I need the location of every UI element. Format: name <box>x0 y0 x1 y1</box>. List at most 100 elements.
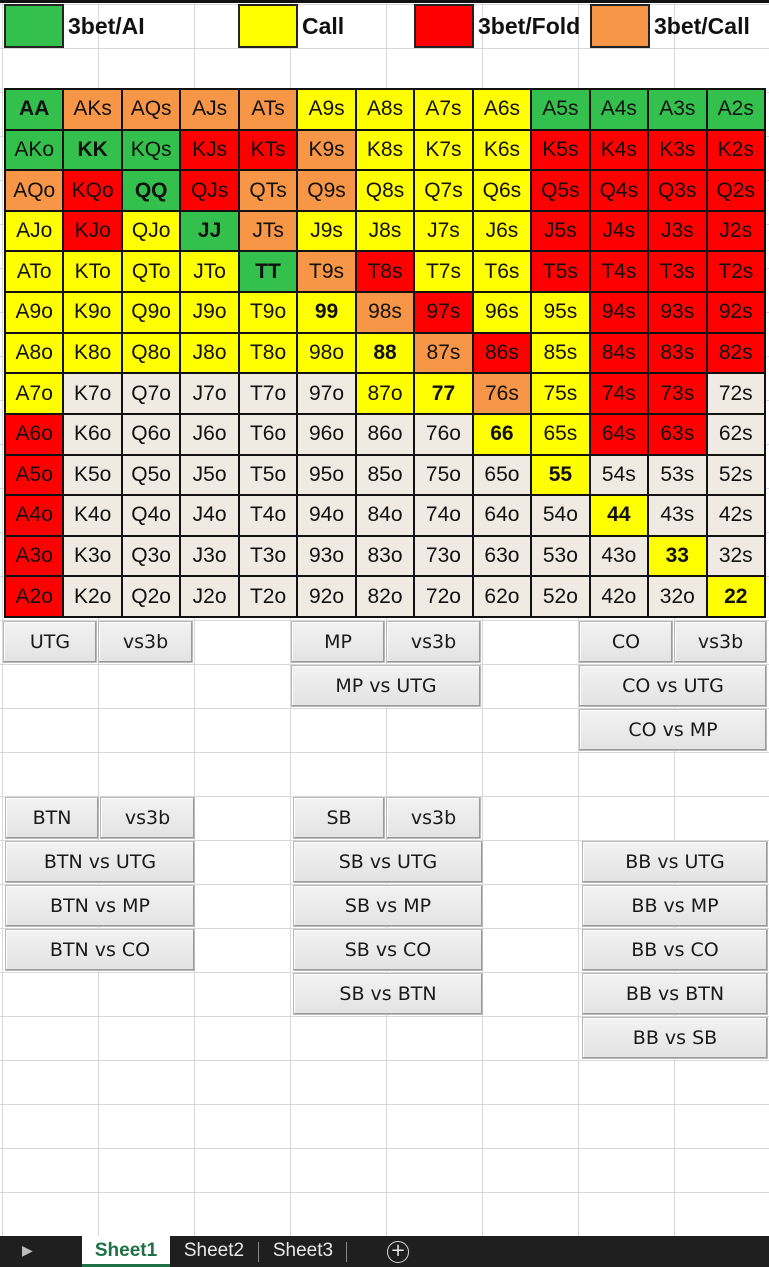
hand-cell-82o[interactable]: 82o <box>356 577 414 616</box>
hand-cell-a6o[interactable]: A6o <box>6 414 63 454</box>
hand-cell-82s[interactable]: 82s <box>707 333 764 373</box>
hand-cell-t7o[interactable]: T7o <box>239 374 297 413</box>
hand-cell-84s[interactable]: 84s <box>590 333 648 373</box>
hand-cell-a9o[interactable]: A9o <box>6 293 63 332</box>
hand-cell-kqs[interactable]: KQs <box>122 130 180 170</box>
hand-cell-52o[interactable]: 52o <box>532 577 589 616</box>
sb-vs-co-button[interactable]: SB vs CO <box>293 929 483 971</box>
hand-cell-t4s[interactable]: T4s <box>590 252 648 292</box>
hand-cell-kts[interactable]: KTs <box>239 130 297 170</box>
btn-button[interactable]: BTN <box>5 797 99 839</box>
hand-cell-ajo[interactable]: AJo <box>6 211 63 251</box>
hand-cell-a3s[interactable]: A3s <box>649 90 706 129</box>
hand-cell-t2s[interactable]: T2s <box>707 252 764 292</box>
hand-cell-a9s[interactable]: A9s <box>298 90 355 129</box>
hand-cell-j3s[interactable]: J3s <box>649 211 706 251</box>
hand-cell-t6s[interactable]: T6s <box>473 252 531 292</box>
hand-cell-k9s[interactable]: K9s <box>298 130 355 170</box>
hand-cell-62o[interactable]: 62o <box>473 577 531 616</box>
hand-cell-ajs[interactable]: AJs <box>181 90 238 129</box>
co-button[interactable]: CO <box>579 621 673 663</box>
hand-cell-97s[interactable]: 97s <box>415 293 472 332</box>
hand-cell-64s[interactable]: 64s <box>590 414 648 454</box>
hand-cell-75s[interactable]: 75s <box>532 374 589 413</box>
hand-cell-q3s[interactable]: Q3s <box>649 171 706 210</box>
hand-cell-53s[interactable]: 53s <box>649 455 706 495</box>
hand-cell-j6s[interactable]: J6s <box>473 211 531 251</box>
hand-cell-j8o[interactable]: J8o <box>181 333 238 373</box>
hand-cell-k8o[interactable]: K8o <box>64 333 121 373</box>
hand-cell-jto[interactable]: JTo <box>181 252 238 292</box>
hand-cell-q4s[interactable]: Q4s <box>590 171 648 210</box>
hand-cell-aks[interactable]: AKs <box>64 90 121 129</box>
bb-vs-mp-button[interactable]: BB vs MP <box>582 885 768 927</box>
btn-vs-mp-button[interactable]: BTN vs MP <box>5 885 195 927</box>
hand-cell-k8s[interactable]: K8s <box>356 130 414 170</box>
hand-cell-52s[interactable]: 52s <box>707 455 764 495</box>
hand-cell-aqo[interactable]: AQo <box>6 171 63 210</box>
hand-cell-a2s[interactable]: A2s <box>707 90 764 129</box>
hand-cell-j3o[interactable]: J3o <box>181 536 238 576</box>
hand-cell-32s[interactable]: 32s <box>707 536 764 576</box>
hand-cell-a7o[interactable]: A7o <box>6 374 63 413</box>
sb-vs-utg-button[interactable]: SB vs UTG <box>293 841 483 883</box>
hand-cell-83s[interactable]: 83s <box>649 333 706 373</box>
hand-cell-95o[interactable]: 95o <box>298 455 355 495</box>
tab-sheet1[interactable]: Sheet1 <box>82 1236 170 1267</box>
hand-cell-k5s[interactable]: K5s <box>532 130 589 170</box>
hand-cell-88[interactable]: 88 <box>356 333 414 373</box>
hand-cell-a5o[interactable]: A5o <box>6 455 63 495</box>
hand-cell-ats[interactable]: ATs <box>239 90 297 129</box>
hand-cell-q8o[interactable]: Q8o <box>122 333 180 373</box>
add-sheet-icon[interactable]: + <box>387 1241 409 1263</box>
btn-vs-utg-button[interactable]: BTN vs UTG <box>5 841 195 883</box>
tab-sheet3[interactable]: Sheet3 <box>272 1240 334 1261</box>
hand-cell-t3s[interactable]: T3s <box>649 252 706 292</box>
hand-cell-a4o[interactable]: A4o <box>6 496 63 535</box>
bb-vs-sb-button[interactable]: BB vs SB <box>582 1017 768 1059</box>
hand-cell-98s[interactable]: 98s <box>356 293 414 332</box>
hand-cell-43o[interactable]: 43o <box>590 536 648 576</box>
hand-cell-54o[interactable]: 54o <box>532 496 589 535</box>
hand-cell-j2s[interactable]: J2s <box>707 211 764 251</box>
hand-cell-kjo[interactable]: KJo <box>64 211 121 251</box>
hand-cell-j9s[interactable]: J9s <box>298 211 355 251</box>
hand-cell-q9o[interactable]: Q9o <box>122 293 180 332</box>
utg-button[interactable]: UTG <box>3 621 97 663</box>
hand-cell-t2o[interactable]: T2o <box>239 577 297 616</box>
hand-cell-k3o[interactable]: K3o <box>64 536 121 576</box>
hand-cell-q7o[interactable]: Q7o <box>122 374 180 413</box>
hand-cell-97o[interactable]: 97o <box>298 374 355 413</box>
hand-cell-87o[interactable]: 87o <box>356 374 414 413</box>
hand-cell-99[interactable]: 99 <box>298 293 355 332</box>
hand-cell-k2o[interactable]: K2o <box>64 577 121 616</box>
hand-cell-q5s[interactable]: Q5s <box>532 171 589 210</box>
hand-cell-55[interactable]: 55 <box>532 455 589 495</box>
hand-cell-85s[interactable]: 85s <box>532 333 589 373</box>
hand-cell-t9o[interactable]: T9o <box>239 293 297 332</box>
btn-vs3b-button[interactable]: vs3b <box>100 797 195 839</box>
hand-cell-76s[interactable]: 76s <box>473 374 531 413</box>
hand-cell-a4s[interactable]: A4s <box>590 90 648 129</box>
hand-cell-93s[interactable]: 93s <box>649 293 706 332</box>
hand-cell-33[interactable]: 33 <box>649 536 706 576</box>
hand-cell-k5o[interactable]: K5o <box>64 455 121 495</box>
hand-cell-q4o[interactable]: Q4o <box>122 496 180 535</box>
hand-cell-32o[interactable]: 32o <box>649 577 706 616</box>
hand-cell-j5o[interactable]: J5o <box>181 455 238 495</box>
hand-cell-65s[interactable]: 65s <box>532 414 589 454</box>
hand-cell-43s[interactable]: 43s <box>649 496 706 535</box>
hand-cell-kqo[interactable]: KQo <box>64 171 121 210</box>
hand-cell-a8s[interactable]: A8s <box>356 90 414 129</box>
hand-cell-72s[interactable]: 72s <box>707 374 764 413</box>
hand-cell-t4o[interactable]: T4o <box>239 496 297 535</box>
hand-cell-t3o[interactable]: T3o <box>239 536 297 576</box>
hand-cell-j4o[interactable]: J4o <box>181 496 238 535</box>
hand-cell-63o[interactable]: 63o <box>473 536 531 576</box>
hand-cell-j5s[interactable]: J5s <box>532 211 589 251</box>
hand-cell-j4s[interactable]: J4s <box>590 211 648 251</box>
hand-cell-qjo[interactable]: QJo <box>122 211 180 251</box>
hand-cell-98o[interactable]: 98o <box>298 333 355 373</box>
hand-cell-22[interactable]: 22 <box>707 577 764 616</box>
hand-cell-j9o[interactable]: J9o <box>181 293 238 332</box>
